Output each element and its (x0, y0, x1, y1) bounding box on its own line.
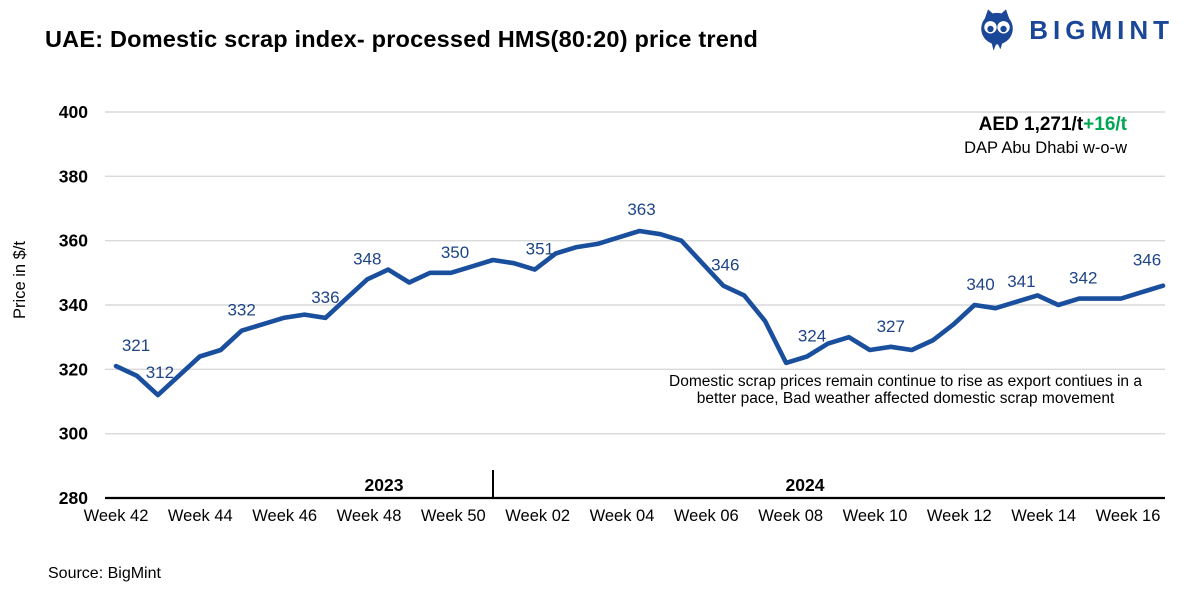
owl-icon (981, 9, 1014, 51)
point-label: 340 (966, 275, 994, 294)
point-label: 342 (1069, 269, 1097, 288)
x-axis-label: Week 50 (421, 507, 486, 525)
price-basis: DAP Abu Dhabi w-o-w (964, 139, 1127, 157)
price-trend-chart: 400 380 360 340 320 300 280 Price in $/t Week 42… (11, 102, 1166, 525)
x-axis-label: Week 16 (1096, 507, 1161, 525)
point-label: 350 (441, 243, 469, 262)
y-axis-label: 380 (59, 166, 88, 186)
point-label: 341 (1007, 272, 1035, 291)
y-axis-label: 360 (59, 231, 88, 251)
annotation-line-1: Domestic scrap prices remain continue to… (669, 373, 1142, 390)
point-label: 346 (711, 256, 739, 275)
brand-name: BIGMINT (1029, 14, 1174, 45)
point-label: 312 (146, 363, 174, 382)
point-label: 321 (122, 336, 150, 355)
x-axis-label: Week 02 (505, 507, 570, 525)
x-axis-label: Week 10 (843, 507, 908, 525)
point-label: 351 (526, 240, 554, 259)
point-label: 348 (353, 249, 381, 268)
x-axis-label: Week 44 (168, 507, 233, 525)
point-label: 324 (798, 326, 826, 345)
price-value: AED 1,271/t (978, 114, 1084, 135)
price-line (113, 228, 1166, 398)
x-axis-label: Week 14 (1011, 507, 1076, 525)
x-axis-label: Week 12 (927, 507, 992, 525)
point-label: 336 (311, 288, 339, 307)
annotation-line-2: better pace, Bad weather affected domest… (696, 389, 1115, 407)
point-label: 332 (227, 301, 255, 320)
y-axis-title: Price in $/t (11, 241, 29, 319)
price-line: AED 1,271/t+16/t (964, 114, 1127, 136)
y-axis-label: 400 (59, 102, 88, 122)
x-axis-label: Week 08 (758, 507, 823, 525)
x-axis-label: Week 46 (252, 507, 317, 525)
year-label: 2023 (365, 475, 404, 495)
y-axis-label: 300 (59, 424, 88, 444)
price-change: +16/t (1083, 114, 1127, 135)
point-label: 327 (877, 317, 905, 336)
x-axis-label: Week 42 (84, 507, 149, 525)
chart-annotation: Domestic scrap prices remain continue to… (648, 373, 1163, 407)
price-callout: AED 1,271/t+16/t DAP Abu Dhabi w-o-w (964, 114, 1127, 158)
source-note: Source: BigMint (48, 565, 161, 582)
y-axis-label: 320 (59, 359, 88, 379)
brand-logo: BIGMINT (974, 8, 1174, 52)
y-axis-label: 340 (59, 295, 88, 315)
point-label: 346 (1133, 251, 1161, 270)
page-title: UAE: Domestic scrap index- processed HMS… (45, 26, 759, 52)
year-label: 2024 (786, 475, 825, 495)
x-axis-label: Week 06 (674, 507, 739, 525)
point-label: 363 (627, 200, 655, 219)
y-axis-label: 280 (59, 488, 88, 508)
x-axis-label: Week 04 (590, 507, 655, 525)
x-axis-label: Week 48 (337, 507, 402, 525)
